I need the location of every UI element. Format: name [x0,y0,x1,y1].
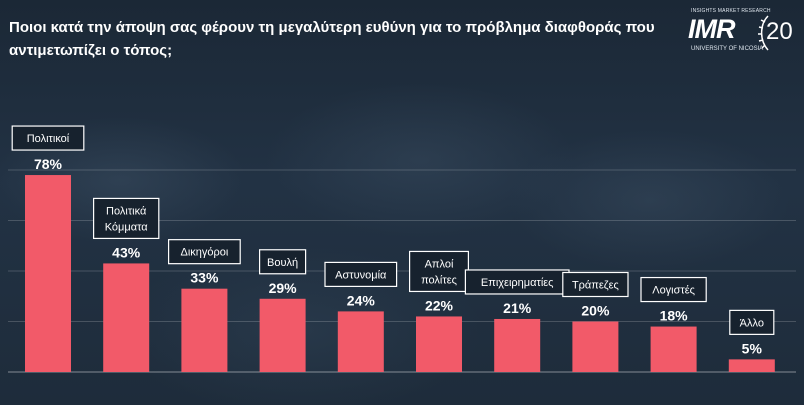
category-label: Απλοί πολίτες [409,250,470,293]
category-label-text: Αστυνομία [335,269,387,281]
bar [650,326,697,372]
bar [572,321,619,372]
imr-logo: INSIGHTS MARKET RESEARCH IMR UNIVERSITY … [688,6,804,58]
category-label-box [168,239,241,265]
category-label: Βουλή [259,249,307,275]
category-label-text: Δικηγόροι [180,247,228,259]
data-label: 33% [190,270,219,286]
bar [181,288,228,372]
data-label: 22% [425,297,454,313]
data-label: 43% [112,244,141,260]
category-label-box [729,309,775,335]
category-label: Αστυνομία [324,261,398,287]
category-label-text: Πολιτικοί [27,133,70,145]
bar [25,175,71,372]
data-label: 18% [660,308,689,324]
data-label: 29% [269,280,298,296]
category-label-text: Λογιστές [652,285,695,297]
data-label: 21% [503,300,532,316]
category-label: Πολιτικοί [11,125,85,151]
category-label-text: Άλλο [740,317,764,329]
category-label: Τράπεζες [562,271,629,298]
bar [494,318,541,372]
category-label: Πολιτικά Κόμματα [92,197,160,240]
category-label: Άλλο [729,309,775,335]
category-label-box [409,250,470,293]
category-label-text: Τράπεζες [572,280,619,292]
data-label: 5% [742,340,763,356]
category-label-box [324,261,398,287]
category-label-box [11,125,85,151]
data-label: 20% [581,303,610,319]
laurel-wreath-icon [758,15,769,51]
bar [337,311,384,372]
bar [416,316,462,372]
category-label-box [464,269,570,295]
category-label-text: Επιχειρηματίες [481,277,554,289]
bar [728,359,775,372]
category-label-box [92,197,160,240]
category-label: Δικηγόροι [168,239,241,265]
data-label: 24% [347,292,376,308]
value-labels: 78% 43% 33% 29% 24% 22% 21% 20% 18% 5% [34,156,762,356]
bar [259,298,306,372]
category-label-text: Πολιτικά [106,205,147,217]
category-label: Επιχειρηματίες [464,269,570,295]
category-label-text: Απλοί [425,258,454,270]
logo-university: UNIVERSITY OF NICOSIA [691,46,764,52]
category-label-text: Κόμματα [105,221,149,233]
page-title: Ποιοι κατά την άποψη σας φέρουν τη μεγαλ… [9,19,655,59]
category-labels: Πολιτικοί Πολιτικά Κόμματα Δικηγόροι Βουλή Ασ… [11,125,775,335]
category-label-text: Βουλή [267,257,298,269]
category-label-box [562,271,629,298]
category-label: Λογιστές [640,276,707,303]
category-label-box [259,249,307,275]
bar [103,263,150,372]
logo-tagline: INSIGHTS MARKET RESEARCH [691,8,771,14]
logo-year: 20 [766,18,793,45]
logo-mark: IMR [688,14,735,44]
category-label-box [640,276,707,303]
category-label-text: πολίτες [421,274,457,286]
data-label: 78% [34,156,63,172]
bars [25,175,775,372]
